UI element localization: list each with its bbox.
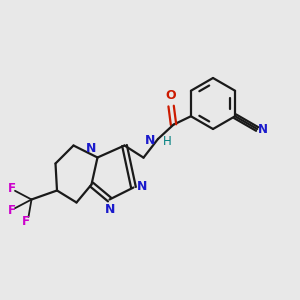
Text: H: H xyxy=(163,135,172,148)
Text: O: O xyxy=(165,89,176,102)
Text: N: N xyxy=(86,142,97,155)
Text: F: F xyxy=(8,204,15,217)
Text: N: N xyxy=(258,122,268,136)
Text: F: F xyxy=(22,215,29,228)
Text: N: N xyxy=(105,203,115,216)
Text: N: N xyxy=(145,134,155,147)
Text: N: N xyxy=(137,180,148,194)
Text: F: F xyxy=(8,182,15,195)
